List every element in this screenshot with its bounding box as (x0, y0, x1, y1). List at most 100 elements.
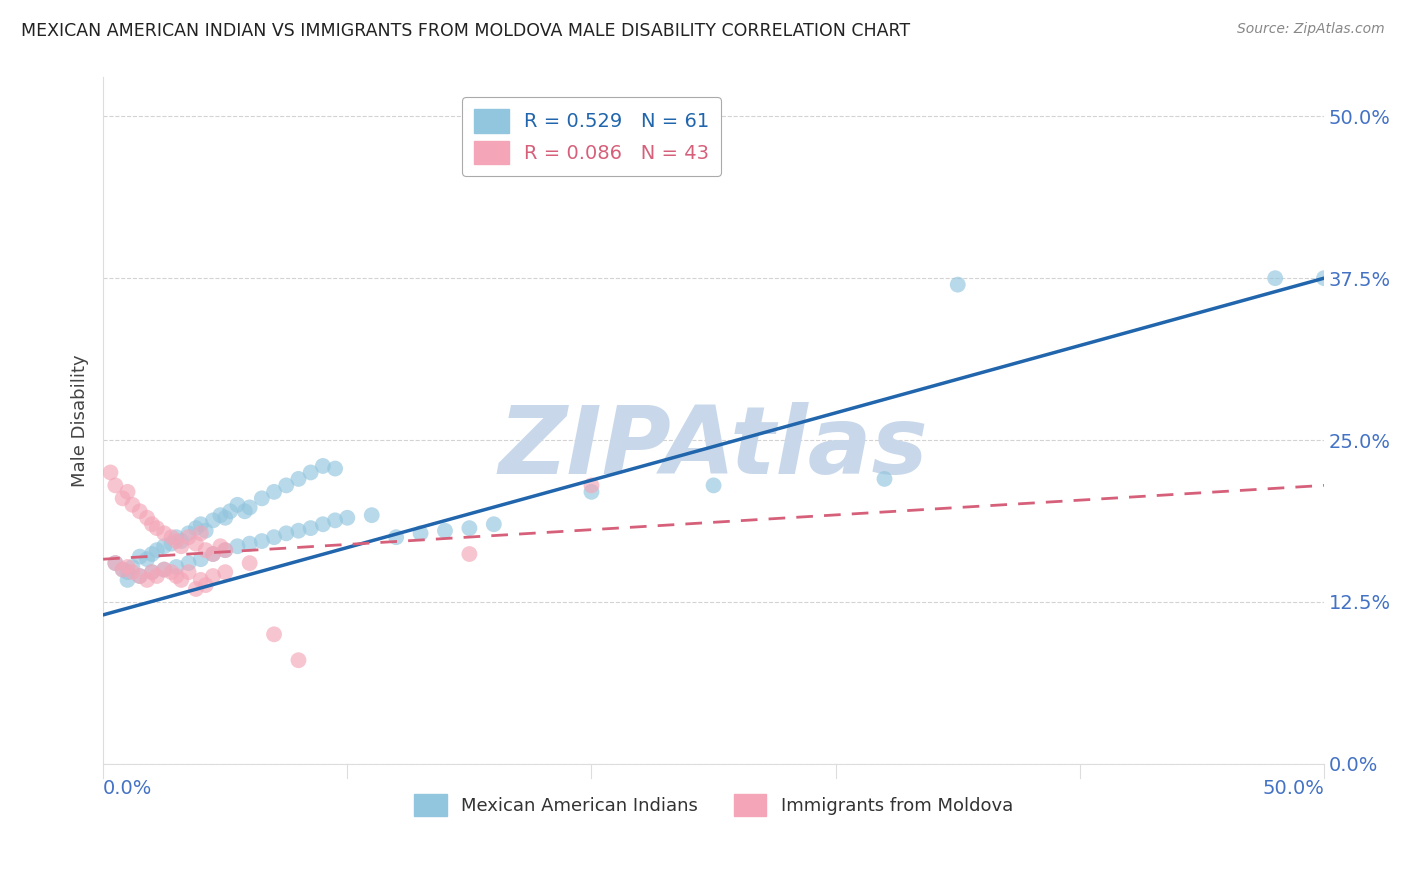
Point (160, 536, 183, 550)
Point (312, 517, 335, 532)
Point (263, 627, 285, 641)
Point (360, 508, 382, 523)
Point (160, 530, 183, 544)
Point (160, 565, 183, 579)
Point (121, 560, 143, 574)
Text: 0.0%: 0.0% (103, 779, 152, 798)
Point (323, 513, 346, 527)
Point (201, 547, 224, 561)
Point (128, 569, 150, 583)
Text: 50.0%: 50.0% (1263, 779, 1324, 798)
Point (201, 513, 224, 527)
Point (239, 500, 262, 515)
Text: ZIPAtlas: ZIPAtlas (499, 402, 928, 494)
Point (433, 524, 456, 538)
Point (214, 510, 236, 524)
Point (121, 498, 143, 512)
Point (287, 653, 309, 667)
Point (946, 277, 969, 292)
Point (263, 484, 285, 499)
Text: Source: ZipAtlas.com: Source: ZipAtlas.com (1237, 22, 1385, 37)
Point (219, 504, 242, 518)
Point (190, 552, 212, 566)
Point (170, 573, 193, 587)
Point (276, 526, 298, 541)
Point (458, 521, 481, 535)
Point (121, 565, 143, 579)
Point (165, 560, 187, 574)
Point (104, 478, 127, 492)
Point (1313, 271, 1336, 285)
Point (153, 563, 176, 577)
Point (146, 521, 169, 535)
Point (190, 573, 212, 587)
Point (170, 539, 193, 553)
Point (141, 565, 163, 579)
Point (194, 543, 217, 558)
Point (117, 484, 139, 499)
Point (128, 549, 150, 564)
Point (209, 508, 232, 523)
Point (190, 526, 212, 541)
Point (287, 472, 309, 486)
Point (201, 569, 224, 583)
Point (111, 563, 134, 577)
Point (104, 556, 127, 570)
Point (117, 560, 139, 574)
Point (239, 536, 262, 550)
Point (165, 530, 187, 544)
Point (458, 547, 481, 561)
Point (104, 556, 127, 570)
Point (703, 478, 725, 492)
Point (214, 543, 236, 558)
Point (100, 466, 122, 480)
Text: MEXICAN AMERICAN INDIAN VS IMMIGRANTS FROM MOLDOVA MALE DISABILITY CORRELATION C: MEXICAN AMERICAN INDIAN VS IMMIGRANTS FR… (21, 22, 910, 40)
Point (276, 478, 298, 492)
Point (194, 578, 217, 592)
Point (263, 530, 285, 544)
Point (201, 547, 224, 561)
Point (165, 569, 187, 583)
Point (209, 539, 232, 553)
Point (111, 563, 134, 577)
Point (141, 517, 163, 532)
Legend: Mexican American Indians, Immigrants from Moldova: Mexican American Indians, Immigrants fro… (406, 787, 1021, 823)
Point (170, 534, 193, 549)
Point (111, 491, 134, 506)
Point (141, 565, 163, 579)
Point (233, 504, 256, 518)
Point (136, 573, 159, 587)
Point (214, 543, 236, 558)
Point (581, 478, 603, 492)
Point (136, 552, 159, 566)
Point (409, 526, 432, 541)
Point (153, 526, 176, 541)
Point (177, 565, 200, 579)
Point (146, 569, 169, 583)
Point (190, 517, 212, 532)
Point (128, 504, 150, 518)
Point (287, 524, 309, 538)
Point (136, 510, 159, 524)
Point (239, 556, 262, 570)
Point (1264, 271, 1286, 285)
Point (226, 498, 249, 512)
Point (184, 536, 207, 550)
Point (581, 484, 603, 499)
Point (117, 565, 139, 579)
Point (336, 510, 359, 524)
Point (299, 521, 322, 535)
Point (214, 565, 236, 579)
Point (250, 534, 273, 549)
Point (177, 556, 200, 570)
Point (184, 582, 207, 596)
Point (141, 547, 163, 561)
Point (184, 521, 207, 535)
Point (385, 530, 408, 544)
Point (312, 458, 335, 473)
Point (177, 530, 200, 544)
Point (250, 491, 273, 506)
Point (482, 517, 505, 532)
Point (226, 539, 249, 553)
Point (146, 543, 169, 558)
